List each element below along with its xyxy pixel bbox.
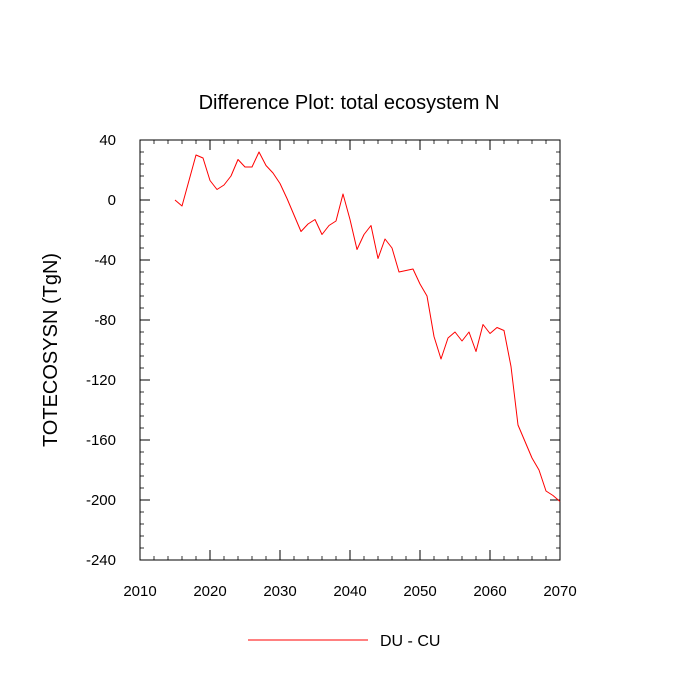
- x-tick-label: 2040: [333, 583, 366, 600]
- y-tick-label: -240: [86, 552, 116, 569]
- y-tick-label: -160: [86, 432, 116, 449]
- plot-area: 2010 2020 2030 2040 2050 2060 2070 40 0 -40 -80 -12…: [86, 132, 577, 600]
- x-tick-label: 2050: [403, 583, 436, 600]
- plot-frame: [139, 139, 561, 561]
- y-tick-label: -40: [94, 252, 116, 269]
- y-tick-label: 40: [99, 132, 116, 149]
- series-line-0: [174, 151, 561, 502]
- y-tick-label: -80: [94, 312, 116, 329]
- x-tick-label: 2020: [193, 583, 226, 600]
- x-tick-label: 2070: [543, 583, 576, 600]
- x-tick-label: 2010: [123, 583, 156, 600]
- y-axis-label: TOTECOSYSN (TgN): [40, 253, 62, 447]
- y-tick-label: 0: [108, 192, 116, 209]
- legend: DU - CU: [248, 633, 440, 650]
- x-tick-label: 2030: [263, 583, 296, 600]
- legend-label-0: DU - CU: [380, 633, 440, 650]
- y-tick-label: -200: [86, 492, 116, 509]
- y-tick-label: -120: [86, 372, 116, 389]
- chart-title: Difference Plot: total ecosystem N: [199, 92, 500, 114]
- x-tick-label: 2060: [473, 583, 506, 600]
